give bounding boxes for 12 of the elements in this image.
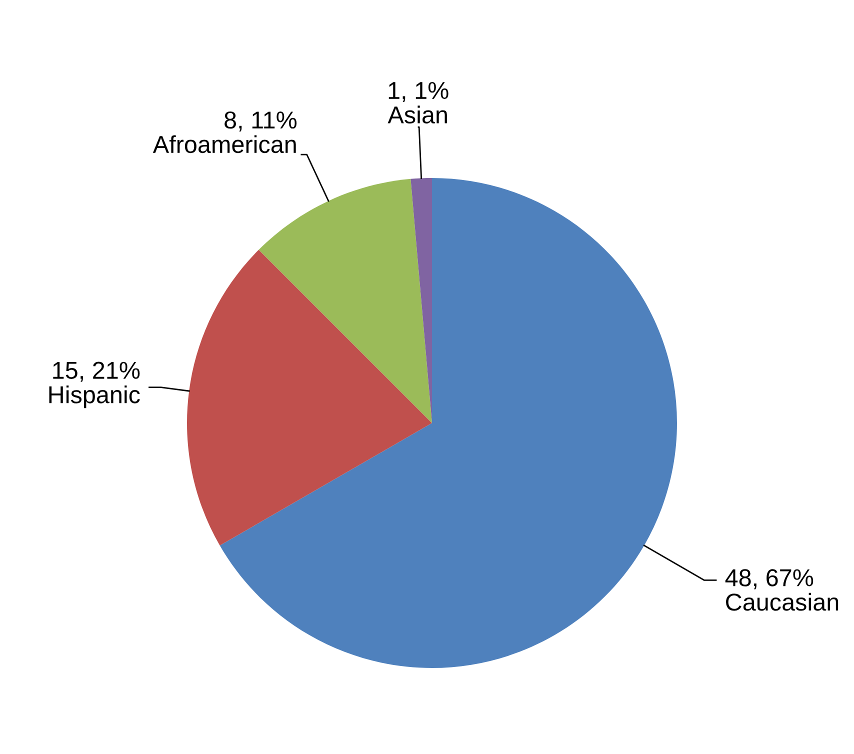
pie-slice [258,178,432,423]
slice-label: Asian [388,106,447,124]
data-label: 8, 11% [224,111,297,132]
slice-label: Caucasian [726,592,838,611]
slice-label: Afroamerican [152,135,296,154]
slice-label: Hispanic [49,386,140,408]
data-label: 15, 21% [53,362,140,382]
data-label: 1, 1% [388,82,448,102]
pie-slice [410,178,432,423]
pie-slice [220,178,677,668]
data-label: 48, 67% [725,569,814,590]
pie-slice [187,250,432,546]
